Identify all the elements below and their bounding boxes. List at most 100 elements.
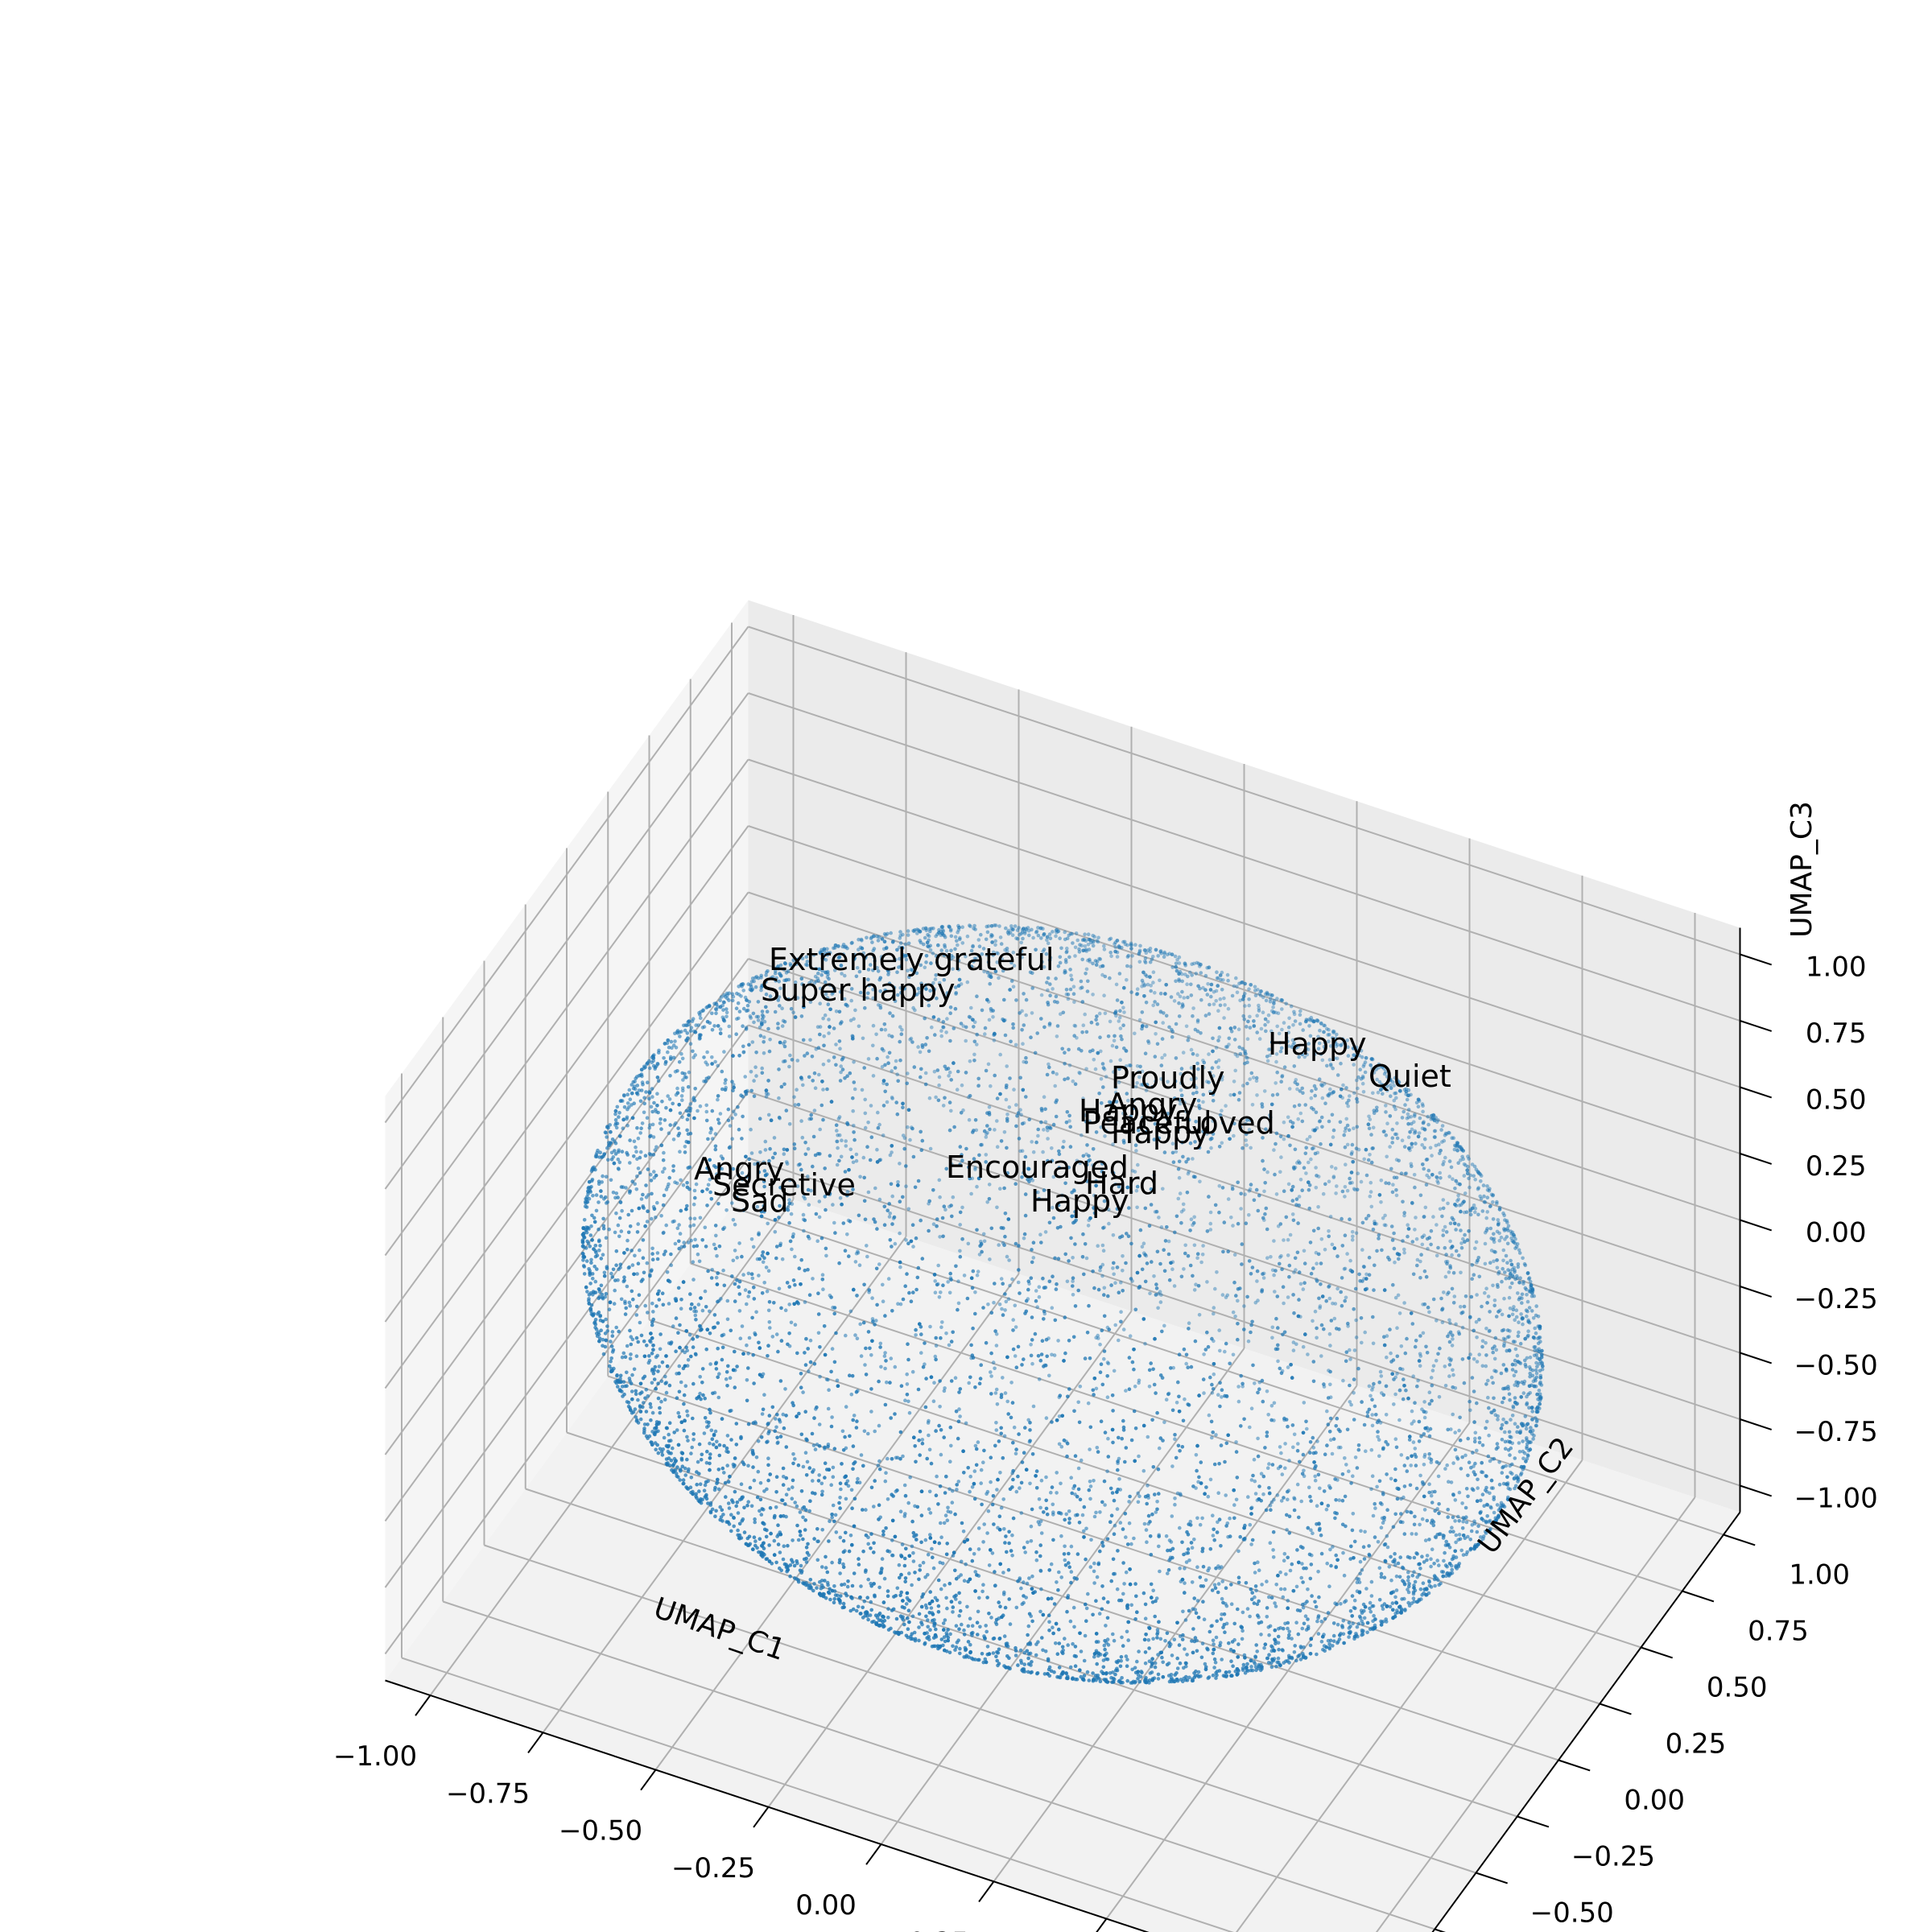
scatter-point [1080, 1255, 1085, 1259]
scatter-point [734, 1032, 738, 1036]
scatter-point [1063, 930, 1067, 935]
scatter-point [941, 1025, 945, 1030]
scatter-point [709, 1276, 714, 1280]
scatter-point [989, 924, 994, 928]
scatter-point [1476, 1524, 1480, 1529]
scatter-point [667, 1383, 672, 1388]
scatter-point [1019, 949, 1024, 953]
scatter-point [642, 1430, 646, 1435]
scatter-point [1120, 1635, 1124, 1640]
scatter-point [1242, 1018, 1247, 1022]
scatter-point [715, 1253, 719, 1258]
scatter-point [848, 1220, 852, 1224]
scatter-point [844, 1144, 848, 1148]
scatter-point [927, 1003, 931, 1008]
scatter-point [1319, 1022, 1323, 1026]
scatter-point [1457, 1428, 1461, 1433]
scatter-point [1319, 1533, 1323, 1538]
scatter-point [945, 991, 950, 995]
scatter-point [1225, 1045, 1229, 1049]
scatter-point [1137, 1018, 1142, 1022]
scatter-point [663, 1166, 667, 1170]
scatter-point [1011, 1347, 1016, 1352]
scatter-point [966, 1466, 970, 1470]
scatter-point [791, 1485, 795, 1489]
scatter-point [1444, 1230, 1449, 1234]
scatter-point [613, 1152, 618, 1156]
scatter-point [1480, 1443, 1485, 1447]
scatter-point [989, 1480, 993, 1484]
scatter-point [1220, 1121, 1225, 1125]
scatter-point [823, 1461, 828, 1465]
scatter-point [1374, 1108, 1379, 1113]
scatter-point [1294, 1197, 1299, 1201]
scatter-point [856, 1476, 860, 1481]
scatter-point [1406, 1223, 1410, 1227]
scatter-point [1443, 1467, 1447, 1471]
scatter-point [975, 1032, 979, 1037]
scatter-point [938, 1195, 942, 1199]
scatter-point [1435, 1253, 1439, 1258]
scatter-point [955, 1488, 959, 1492]
scatter-point [1189, 982, 1193, 987]
scatter-point [1435, 1175, 1439, 1180]
scatter-point [957, 1390, 961, 1394]
scatter-point [655, 1200, 659, 1205]
scatter-point [753, 1331, 757, 1335]
scatter-point [1485, 1514, 1489, 1518]
scatter-point [1282, 1558, 1286, 1563]
scatter-point [658, 1447, 663, 1451]
scatter-point [1450, 1525, 1454, 1530]
scatter-point [1011, 1516, 1016, 1521]
scatter-point [1014, 1447, 1018, 1451]
scatter-point [1066, 1394, 1070, 1399]
scatter-point [736, 1173, 741, 1177]
scatter-point [809, 1117, 813, 1121]
scatter-point [911, 1245, 915, 1249]
scatter-point [958, 1210, 963, 1215]
scatter-point [1045, 980, 1049, 985]
scatter-point [875, 1147, 879, 1152]
scatter-point [713, 1429, 718, 1434]
scatter-point [902, 986, 906, 991]
scatter-point [950, 1501, 955, 1505]
scatter-point [1265, 1615, 1269, 1619]
scatter-point [1397, 1158, 1401, 1163]
scatter-point [670, 1046, 674, 1050]
scatter-point [1372, 1111, 1377, 1115]
scatter-point [1214, 999, 1218, 1003]
scatter-point [801, 1390, 805, 1394]
scatter-point [830, 1415, 834, 1419]
scatter-point [787, 1302, 791, 1307]
scatter-point [978, 1377, 983, 1381]
scatter-point [996, 1663, 1000, 1668]
scatter-point [609, 1150, 614, 1155]
scatter-point [807, 1466, 812, 1470]
scatter-point [1409, 1162, 1414, 1166]
scatter-point [1270, 1093, 1275, 1097]
scatter-point [749, 1504, 754, 1509]
scatter-point [1334, 1191, 1338, 1195]
scatter-point [976, 1609, 980, 1614]
scatter-point [1401, 1397, 1406, 1402]
scatter-point [1390, 1601, 1395, 1605]
scatter-point [1356, 1086, 1360, 1091]
scatter-point [1143, 948, 1147, 952]
scatter-point [705, 1050, 709, 1055]
scatter-point [677, 1239, 681, 1244]
scatter-point [1406, 1579, 1410, 1583]
scatter-point [634, 1145, 638, 1150]
scatter-point [1404, 1388, 1408, 1393]
scatter-point [1106, 1294, 1110, 1298]
scatter-point [1418, 1352, 1422, 1356]
scatter-point [790, 1247, 794, 1252]
scatter-point [1057, 1395, 1062, 1400]
scatter-point [1008, 1622, 1013, 1626]
scatter-point [1298, 1022, 1302, 1026]
scatter-point [934, 1335, 938, 1340]
scatter-point [710, 1028, 715, 1032]
scatter-point [1295, 1482, 1300, 1487]
scatter-point [927, 1433, 931, 1438]
scatter-point [864, 1373, 869, 1377]
scatter-point [1092, 1193, 1096, 1198]
